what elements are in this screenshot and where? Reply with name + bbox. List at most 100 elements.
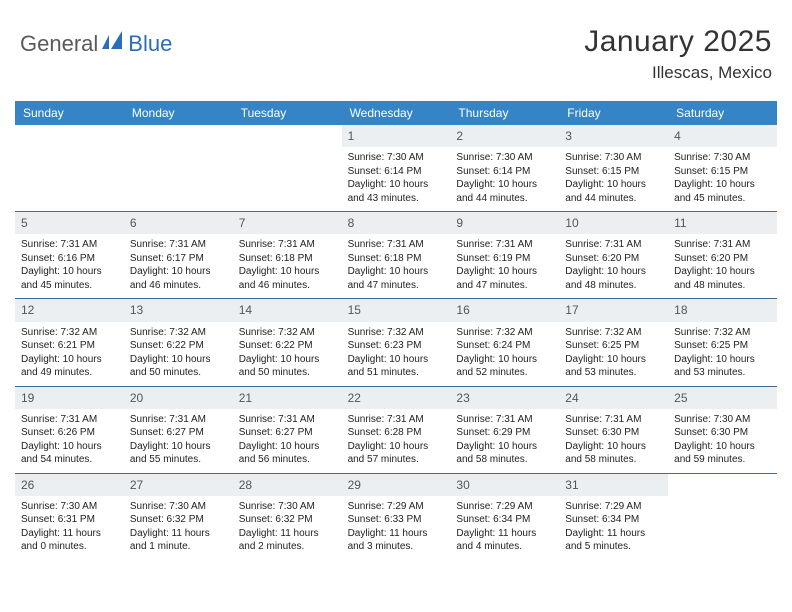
- brand-text-general: General: [20, 31, 98, 57]
- daylight-line: Daylight: 10 hours and 46 minutes.: [239, 265, 336, 292]
- sunset-line: Sunset: 6:26 PM: [21, 426, 118, 440]
- sunset-line: Sunset: 6:15 PM: [565, 165, 662, 179]
- title-block: January 2025 Illescas, Mexico: [584, 25, 772, 83]
- sunset-line: Sunset: 6:32 PM: [239, 513, 336, 527]
- day-number: 19: [15, 387, 124, 409]
- sunrise-line: Sunrise: 7:31 AM: [130, 238, 227, 252]
- calendar-week-row: 5Sunrise: 7:31 AMSunset: 6:16 PMDaylight…: [15, 212, 777, 299]
- sunset-line: Sunset: 6:31 PM: [21, 513, 118, 527]
- day-cell: 11Sunrise: 7:31 AMSunset: 6:20 PMDayligh…: [668, 212, 777, 298]
- daylight-line: Daylight: 10 hours and 55 minutes.: [130, 440, 227, 467]
- sunset-line: Sunset: 6:33 PM: [348, 513, 445, 527]
- daylight-line: Daylight: 11 hours and 5 minutes.: [565, 527, 662, 554]
- sunset-line: Sunset: 6:34 PM: [565, 513, 662, 527]
- day-cell: 9Sunrise: 7:31 AMSunset: 6:19 PMDaylight…: [450, 212, 559, 298]
- daylight-line: Daylight: 10 hours and 50 minutes.: [239, 353, 336, 380]
- day-cell: 19Sunrise: 7:31 AMSunset: 6:26 PMDayligh…: [15, 387, 124, 473]
- sunset-line: Sunset: 6:25 PM: [674, 339, 771, 353]
- day-cell: 17Sunrise: 7:32 AMSunset: 6:25 PMDayligh…: [559, 299, 668, 385]
- day-number: 31: [559, 474, 668, 496]
- calendar-body: ...1Sunrise: 7:30 AMSunset: 6:14 PMDayli…: [15, 125, 777, 560]
- daylight-line: Daylight: 11 hours and 4 minutes.: [456, 527, 553, 554]
- day-number: 17: [559, 299, 668, 321]
- daylight-line: Daylight: 10 hours and 47 minutes.: [456, 265, 553, 292]
- sunrise-line: Sunrise: 7:31 AM: [348, 413, 445, 427]
- sunset-line: Sunset: 6:19 PM: [456, 252, 553, 266]
- day-number: 6: [124, 212, 233, 234]
- day-number: 10: [559, 212, 668, 234]
- daylight-line: Daylight: 10 hours and 49 minutes.: [21, 353, 118, 380]
- sunrise-line: Sunrise: 7:31 AM: [565, 413, 662, 427]
- sunrise-line: Sunrise: 7:30 AM: [130, 500, 227, 514]
- sunset-line: Sunset: 6:17 PM: [130, 252, 227, 266]
- sunset-line: Sunset: 6:18 PM: [239, 252, 336, 266]
- weekday-header: Saturday: [668, 101, 777, 125]
- sunrise-line: Sunrise: 7:31 AM: [674, 238, 771, 252]
- sunrise-line: Sunrise: 7:30 AM: [674, 413, 771, 427]
- sunrise-line: Sunrise: 7:31 AM: [239, 413, 336, 427]
- daylight-line: Daylight: 10 hours and 53 minutes.: [565, 353, 662, 380]
- weekday-header-row: SundayMondayTuesdayWednesdayThursdayFrid…: [15, 101, 777, 125]
- daylight-line: Daylight: 10 hours and 47 minutes.: [348, 265, 445, 292]
- sunrise-line: Sunrise: 7:31 AM: [348, 238, 445, 252]
- day-number: 30: [450, 474, 559, 496]
- day-cell: 1Sunrise: 7:30 AMSunset: 6:14 PMDaylight…: [342, 125, 451, 211]
- day-number: 27: [124, 474, 233, 496]
- day-number: 12: [15, 299, 124, 321]
- sunset-line: Sunset: 6:22 PM: [239, 339, 336, 353]
- daylight-line: Daylight: 10 hours and 45 minutes.: [674, 178, 771, 205]
- sunrise-line: Sunrise: 7:32 AM: [130, 326, 227, 340]
- day-cell: 28Sunrise: 7:30 AMSunset: 6:32 PMDayligh…: [233, 474, 342, 560]
- day-cell: 22Sunrise: 7:31 AMSunset: 6:28 PMDayligh…: [342, 387, 451, 473]
- day-cell: 21Sunrise: 7:31 AMSunset: 6:27 PMDayligh…: [233, 387, 342, 473]
- sunset-line: Sunset: 6:15 PM: [674, 165, 771, 179]
- sunrise-line: Sunrise: 7:30 AM: [456, 151, 553, 165]
- day-number: 29: [342, 474, 451, 496]
- day-cell: 16Sunrise: 7:32 AMSunset: 6:24 PMDayligh…: [450, 299, 559, 385]
- daylight-line: Daylight: 10 hours and 58 minutes.: [565, 440, 662, 467]
- day-number: 22: [342, 387, 451, 409]
- sunset-line: Sunset: 6:22 PM: [130, 339, 227, 353]
- weekday-header: Wednesday: [342, 101, 451, 125]
- daylight-line: Daylight: 10 hours and 58 minutes.: [456, 440, 553, 467]
- daylight-line: Daylight: 11 hours and 0 minutes.: [21, 527, 118, 554]
- sunset-line: Sunset: 6:24 PM: [456, 339, 553, 353]
- day-cell: 31Sunrise: 7:29 AMSunset: 6:34 PMDayligh…: [559, 474, 668, 560]
- daylight-line: Daylight: 11 hours and 3 minutes.: [348, 527, 445, 554]
- sunrise-line: Sunrise: 7:31 AM: [456, 413, 553, 427]
- day-cell: 8 Sunrise: 7:31 AMSunset: 6:18 PMDaylight…: [342, 212, 451, 298]
- sunset-line: Sunset: 6:32 PM: [130, 513, 227, 527]
- page-header: General Blue January 2025 Illescas, Mexi…: [15, 25, 777, 83]
- day-number: 21: [233, 387, 342, 409]
- day-cell: 6Sunrise: 7:31 AMSunset: 6:17 PMDaylight…: [124, 212, 233, 298]
- day-number: 1: [342, 125, 451, 147]
- sunset-line: Sunset: 6:18 PM: [348, 252, 445, 266]
- day-number: 16: [450, 299, 559, 321]
- day-cell: 10Sunrise: 7:31 AMSunset: 6:20 PMDayligh…: [559, 212, 668, 298]
- day-cell: 20Sunrise: 7:31 AMSunset: 6:27 PMDayligh…: [124, 387, 233, 473]
- daylight-line: Daylight: 10 hours and 53 minutes.: [674, 353, 771, 380]
- weekday-header: Friday: [559, 101, 668, 125]
- sunset-line: Sunset: 6:29 PM: [456, 426, 553, 440]
- day-number: 8: [342, 212, 451, 234]
- day-cell: 29Sunrise: 7:29 AMSunset: 6:33 PMDayligh…: [342, 474, 451, 560]
- calendar-week-row: 26Sunrise: 7:30 AMSunset: 6:31 PMDayligh…: [15, 474, 777, 560]
- brand-text-blue: Blue: [128, 31, 172, 57]
- sunrise-line: Sunrise: 7:30 AM: [21, 500, 118, 514]
- day-cell: 14Sunrise: 7:32 AMSunset: 6:22 PMDayligh…: [233, 299, 342, 385]
- daylight-line: Daylight: 10 hours and 59 minutes.: [674, 440, 771, 467]
- day-cell: 13Sunrise: 7:32 AMSunset: 6:22 PMDayligh…: [124, 299, 233, 385]
- sunrise-line: Sunrise: 7:31 AM: [21, 238, 118, 252]
- day-cell-empty: .: [124, 125, 233, 211]
- sunrise-line: Sunrise: 7:31 AM: [239, 238, 336, 252]
- daylight-line: Daylight: 11 hours and 2 minutes.: [239, 527, 336, 554]
- sunrise-line: Sunrise: 7:31 AM: [456, 238, 553, 252]
- sunrise-line: Sunrise: 7:32 AM: [348, 326, 445, 340]
- sunset-line: Sunset: 6:28 PM: [348, 426, 445, 440]
- sunrise-line: Sunrise: 7:31 AM: [130, 413, 227, 427]
- daylight-line: Daylight: 10 hours and 56 minutes.: [239, 440, 336, 467]
- day-number: 4: [668, 125, 777, 147]
- sunrise-line: Sunrise: 7:30 AM: [565, 151, 662, 165]
- day-number: 15: [342, 299, 451, 321]
- day-cell: 26Sunrise: 7:30 AMSunset: 6:31 PMDayligh…: [15, 474, 124, 560]
